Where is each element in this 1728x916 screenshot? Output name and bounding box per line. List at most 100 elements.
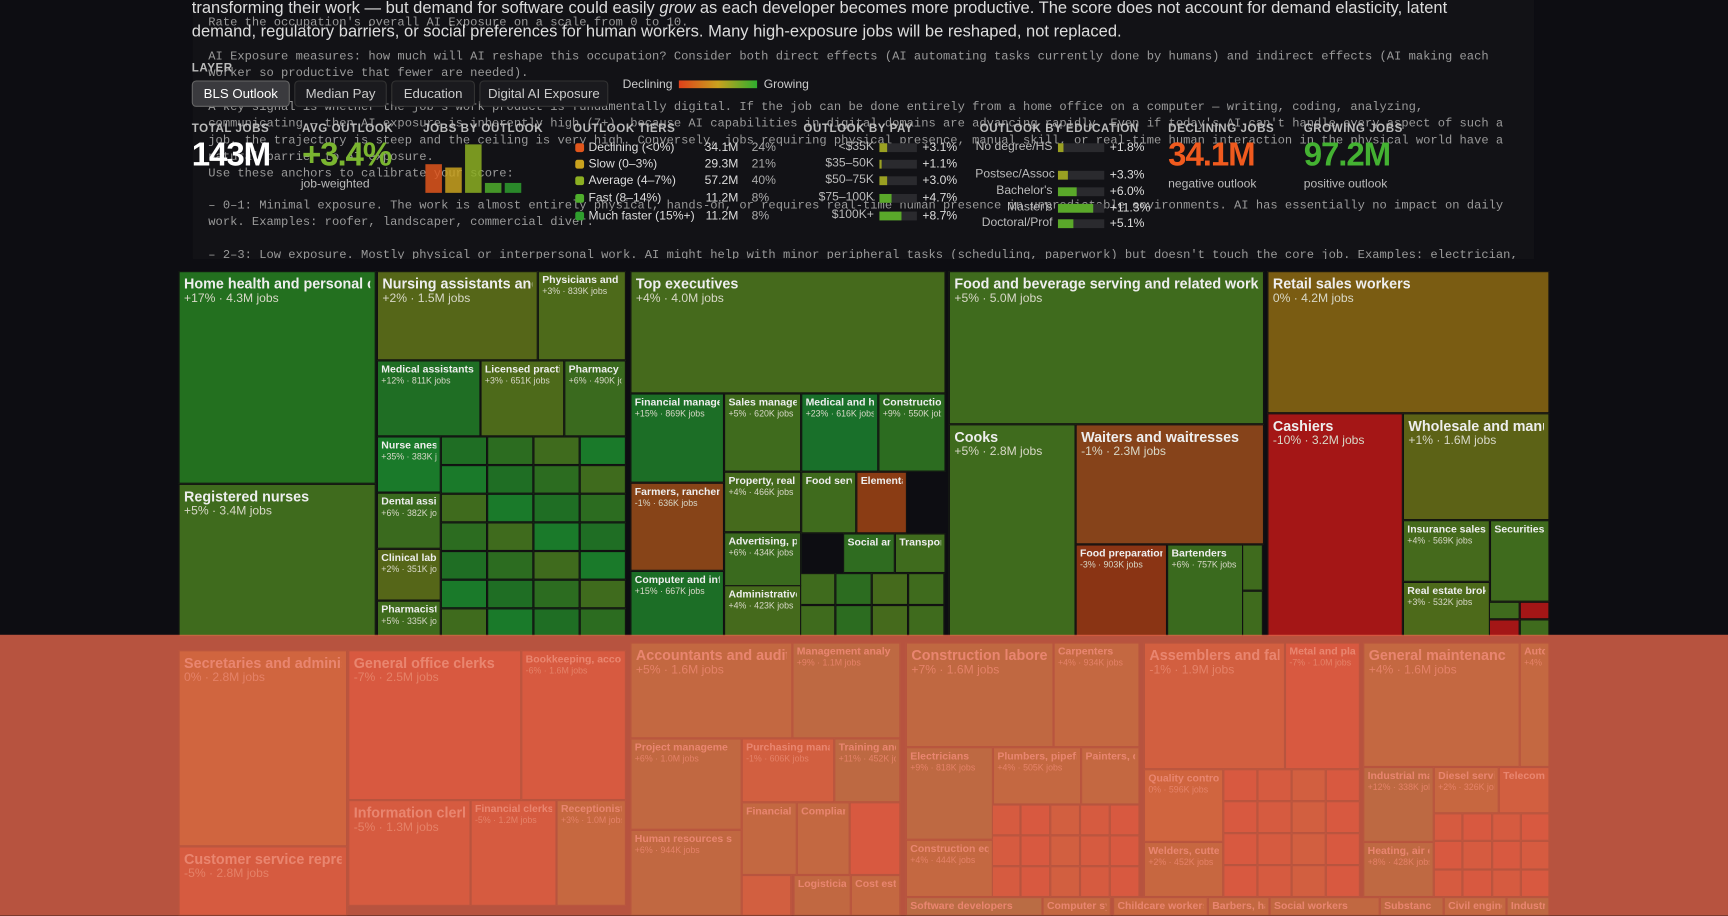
tile[interactable]: Top executives +4% · 4.0M jobs bbox=[630, 271, 946, 394]
histogram-bar bbox=[445, 167, 462, 193]
tile[interactable]: Elementa bbox=[856, 471, 907, 534]
tile-cell bbox=[440, 551, 488, 580]
tile-cell bbox=[1488, 601, 1520, 620]
prompt-line: – 0–1: Minimal exposure. The work is alm… bbox=[208, 199, 1504, 230]
tile-name: Physicians and su bbox=[542, 274, 621, 287]
tile[interactable]: Food serv bbox=[801, 471, 857, 534]
tile[interactable]: Bartenders +6% · 757K jobs bbox=[1167, 544, 1244, 637]
tile-cell bbox=[533, 551, 580, 580]
tile[interactable]: Registered nurses +5% · 3.4M jobs bbox=[178, 483, 376, 637]
tile-name: Medical assistants bbox=[381, 363, 474, 376]
tile[interactable]: Pharmacists+5% · 335K jobs bbox=[376, 600, 441, 637]
tile-name: Administrative bbox=[728, 588, 797, 601]
tile[interactable]: Transport bbox=[894, 533, 946, 574]
tile-detail: -3% · 903K jobs bbox=[1079, 559, 1143, 570]
tile-cell bbox=[1519, 601, 1550, 620]
tile-cell bbox=[440, 579, 488, 609]
tile[interactable]: Food preparation w-3% · 903K jobs bbox=[1075, 544, 1168, 637]
tile-name: Retail sales workers bbox=[1272, 275, 1411, 293]
histogram-bar bbox=[504, 183, 522, 193]
legend-high: Growing bbox=[763, 78, 809, 92]
tile-cell bbox=[579, 579, 626, 609]
education-value: +5.1% bbox=[1109, 217, 1145, 231]
education-label: Bachelor's bbox=[996, 184, 1053, 198]
pay-bar bbox=[879, 193, 892, 203]
tile-detail: +4% · 423K jobs bbox=[728, 600, 794, 611]
tile-detail: +12% · 811K jobs bbox=[381, 375, 451, 386]
layer-button[interactable]: Education bbox=[391, 80, 475, 107]
tile[interactable]: Cashiers -10% · 3.2M jobs bbox=[1267, 413, 1403, 637]
tile-cell bbox=[487, 579, 534, 609]
tile-cell bbox=[1241, 590, 1263, 637]
tile-detail: +6% · 382K jobs bbox=[381, 508, 437, 518]
tile[interactable]: Administrative +4% · 423K jobs bbox=[724, 585, 802, 637]
tile[interactable]: Property, real e +4% · 466K jobs bbox=[724, 471, 802, 533]
intro-emphasis: grow bbox=[659, 0, 696, 18]
pay-bar bbox=[879, 159, 883, 169]
tile[interactable]: Retail sales workers 0% · 4.2M jobs bbox=[1267, 271, 1550, 414]
tile-name: Advertising, pr bbox=[728, 535, 797, 548]
tile[interactable]: Licensed practic +3% · 651K jobs bbox=[480, 360, 565, 437]
tile[interactable]: Home health and personal care+17% · 4.3M… bbox=[178, 271, 376, 484]
layer-button[interactable]: Digital AI Exposure bbox=[479, 80, 609, 107]
education-label: Doctoral/Prof bbox=[981, 215, 1053, 230]
tier-share: 24% bbox=[751, 141, 776, 155]
tile[interactable]: Pharmacy te+6% · 490K jobs bbox=[564, 360, 626, 437]
pay-bar bbox=[879, 176, 887, 186]
tile[interactable]: Advertising, pr +6% · 434K jobs bbox=[724, 532, 802, 587]
tile[interactable]: Insurance sales a+4% · 569K jobs bbox=[1402, 520, 1490, 582]
tile[interactable]: Computer and info +15% · 667K jobs bbox=[630, 570, 725, 637]
pay-bar bbox=[879, 211, 902, 221]
tile-name: Cooks bbox=[954, 428, 999, 446]
tile[interactable]: Food and beverage serving and related wo… bbox=[948, 271, 1265, 425]
legend-low: Declining bbox=[622, 78, 673, 92]
education-bar bbox=[1057, 219, 1074, 229]
tile[interactable]: Clinical labo+2% · 351K jobs bbox=[376, 548, 441, 601]
stat-label: AVG OUTLOOK bbox=[301, 122, 394, 136]
tile[interactable]: Construction+9% · 550K jobs bbox=[878, 393, 946, 472]
tile[interactable]: Dental assist+6% · 382K jobs bbox=[376, 492, 441, 549]
tile-name: Pharmacy te bbox=[568, 363, 622, 376]
tile[interactable]: Physicians and su+3% · 839K jobs bbox=[537, 271, 626, 361]
overlay bbox=[0, 634, 1728, 916]
tile[interactable]: Real estate broke +3% · 532K jobs bbox=[1402, 581, 1490, 637]
prompt-line: Rate the occupation's overall AI Exposur… bbox=[208, 16, 689, 30]
layer-button[interactable]: BLS Outlook bbox=[191, 80, 290, 107]
tier-name: Declining (<0%) bbox=[588, 141, 675, 155]
pay-label: $35–50K bbox=[825, 156, 874, 170]
tile-detail: +4% · 466K jobs bbox=[728, 487, 794, 498]
histogram-bar bbox=[425, 163, 442, 193]
tile[interactable]: Social an bbox=[843, 533, 895, 574]
tile-detail: +17% · 4.3M jobs bbox=[184, 292, 279, 306]
tile[interactable]: Nurse anesth+35% · 383K jobs bbox=[376, 436, 441, 493]
tile[interactable]: Farmers, ranchers -1% · 636K jobs bbox=[630, 482, 725, 571]
tile[interactable]: Medical and he +23% · 616K jobs bbox=[801, 393, 879, 472]
intro-part: as each developer becomes more productiv… bbox=[191, 0, 1448, 41]
tile[interactable]: Securities, bbox=[1489, 520, 1550, 602]
tile-name: Food preparation w bbox=[1079, 547, 1163, 560]
tile-detail: +5% · 5.0M jobs bbox=[954, 292, 1043, 306]
tile-name: Financial manager bbox=[634, 396, 720, 409]
prompt-line: – 2–3: Low exposure. Mostly physical or … bbox=[208, 249, 1518, 259]
tile[interactable]: Financial manager +15% · 869K jobs bbox=[630, 393, 725, 483]
tile[interactable]: Nursing assistants and o+2% · 1.5M jobs bbox=[376, 271, 538, 361]
tile-detail: +4% · 569K jobs bbox=[1407, 535, 1473, 546]
tile[interactable]: Medical assistants +12% · 811K jobs bbox=[376, 360, 481, 437]
tile[interactable]: Wholesale and manufa+1% · 1.6M jobs bbox=[1402, 413, 1550, 521]
tile-detail: +5% · 335K jobs bbox=[381, 616, 437, 626]
education-bar bbox=[1057, 203, 1093, 213]
stat-note: positive outlook bbox=[1303, 177, 1388, 191]
tile[interactable]: Sales manager +5% · 620K jobs bbox=[724, 393, 802, 472]
tile-detail: +15% · 667K jobs bbox=[634, 586, 705, 597]
tile-detail: +23% · 616K jobs bbox=[805, 408, 874, 419]
tile-detail: 0% · 4.2M jobs bbox=[1272, 292, 1354, 306]
pay-label: <$35K bbox=[838, 139, 874, 154]
tile[interactable]: Waiters and waitresses -1% · 2.3M jobs bbox=[1075, 424, 1265, 545]
layer-button[interactable]: Median Pay bbox=[294, 80, 387, 107]
tile-name: Pharmacists bbox=[381, 603, 436, 617]
stat-label: TOTAL JOBS bbox=[191, 122, 270, 136]
pay-track bbox=[879, 159, 917, 169]
tile[interactable]: Cooks +5% · 2.8M jobs bbox=[948, 424, 1076, 637]
